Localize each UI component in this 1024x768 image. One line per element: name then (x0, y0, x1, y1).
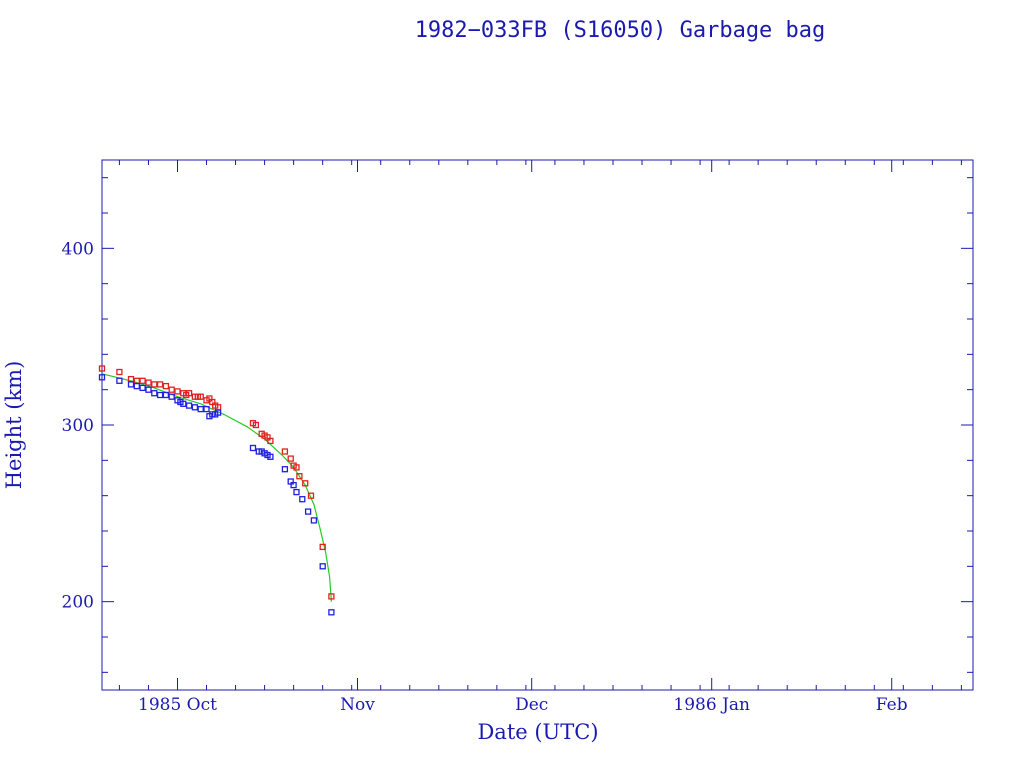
perigee-point (98, 374, 106, 381)
x-tick-label: Dec (515, 695, 548, 715)
apogee-point (98, 365, 106, 372)
perigee-point (214, 409, 222, 416)
perigee-point (249, 444, 257, 452)
apogee-point (281, 448, 289, 455)
apogee-point (162, 382, 170, 390)
apogee-point (156, 381, 164, 388)
perigee-point (156, 391, 164, 399)
apogee-point (319, 543, 326, 551)
perigee-point (281, 466, 289, 473)
chart-title: 1982−033FB (S16050) Garbage bag (415, 18, 826, 43)
perigee-point (267, 453, 274, 460)
apogee-point (267, 437, 274, 445)
apogee-point (197, 393, 204, 400)
apogee-point (307, 492, 315, 499)
apogee-point (174, 388, 181, 395)
axis-ticks: 200 300 400 1985 Oct Nov Dec 1986 Jan Feb (62, 160, 973, 715)
perigee-point (162, 391, 170, 399)
perigee-point (290, 481, 297, 489)
apogee-point (287, 455, 294, 462)
y-tick-label: 300 (62, 416, 94, 436)
perigee-point (185, 402, 193, 409)
perigee-point (139, 384, 146, 392)
apogee-point (293, 464, 300, 471)
y-axis-label: Height (km) (2, 361, 26, 490)
perigee-point (197, 405, 204, 413)
apogee-point (168, 386, 175, 393)
apogee-point (302, 480, 309, 487)
y-tick-label: 200 (62, 593, 94, 613)
apogee-point (185, 390, 193, 397)
apogee-point (328, 593, 335, 600)
perigee-point (191, 404, 199, 411)
x-tick-label: 1985 Oct (138, 695, 217, 715)
x-tick-label: 1986 Jan (673, 695, 750, 715)
apogee-point (296, 473, 303, 480)
data-points-layer (98, 365, 335, 616)
y-tick-label: 400 (62, 239, 94, 259)
perigee-point (168, 393, 175, 400)
perigee-point (310, 517, 318, 524)
perigee-point (145, 386, 152, 393)
x-tick-label: Feb (876, 695, 908, 715)
x-tick-label: Nov (340, 695, 375, 715)
perigee-point (151, 390, 158, 397)
perigee-point (133, 382, 140, 390)
perigee-point (304, 508, 312, 515)
apogee-point (139, 377, 146, 384)
apogee-point (151, 381, 158, 388)
perigee-point (203, 405, 210, 413)
perigee-point (319, 563, 326, 570)
perigee-point (299, 496, 306, 503)
perigee-point (116, 377, 123, 384)
perigee-point (127, 381, 135, 388)
perigee-point (328, 609, 335, 616)
x-axis-label: Date (UTC) (477, 720, 598, 744)
plot-frame (101, 159, 974, 691)
perigee-point (293, 488, 300, 496)
apogee-point (116, 368, 123, 376)
perigee-point (180, 400, 187, 407)
apogee-point (252, 421, 260, 429)
apogee-point (145, 379, 152, 386)
